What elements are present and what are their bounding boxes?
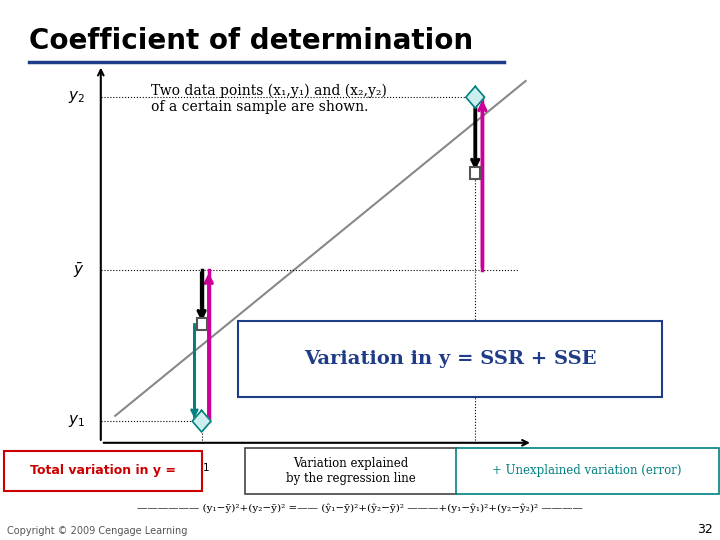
Text: $\bar{y}$: $\bar{y}$ bbox=[73, 260, 85, 280]
Polygon shape bbox=[466, 86, 485, 108]
Text: Variation explained
by the regression line: Variation explained by the regression li… bbox=[286, 457, 415, 485]
FancyBboxPatch shape bbox=[238, 321, 662, 397]
Text: Variation in y = SSR + SSE: Variation in y = SSR + SSE bbox=[304, 350, 596, 368]
Text: $y_2$: $y_2$ bbox=[68, 89, 85, 105]
Polygon shape bbox=[192, 410, 211, 432]
Text: Two data points (x₁,y₁) and (x₂,y₂)
of a certain sample are shown.: Two data points (x₁,y₁) and (x₂,y₂) of a… bbox=[151, 84, 387, 114]
FancyBboxPatch shape bbox=[4, 451, 202, 491]
FancyBboxPatch shape bbox=[456, 448, 719, 494]
Text: $x_1$: $x_1$ bbox=[193, 458, 210, 474]
Text: Coefficient of determination: Coefficient of determination bbox=[29, 27, 473, 55]
Text: $x_2$: $x_2$ bbox=[467, 458, 484, 474]
Text: Total variation in y =: Total variation in y = bbox=[30, 464, 176, 477]
Text: —————— (y₁−ȳ)²+(y₂−ȳ)² =—— (ŷ₁−ȳ)²+(ŷ₂−ȳ)² ———+(y₁−ŷ₁)²+(y₂−ŷ₂)² ————: —————— (y₁−ȳ)²+(y₂−ȳ)² =—— (ŷ₁−ȳ)²+(ŷ₂−ȳ… bbox=[137, 504, 583, 514]
Text: Copyright © 2009 Cengage Learning: Copyright © 2009 Cengage Learning bbox=[7, 525, 188, 536]
FancyBboxPatch shape bbox=[245, 448, 457, 494]
Text: 32: 32 bbox=[697, 523, 713, 536]
FancyBboxPatch shape bbox=[470, 167, 480, 179]
Text: + Unexplained variation (error): + Unexplained variation (error) bbox=[492, 464, 682, 477]
Text: $y_1$: $y_1$ bbox=[68, 413, 85, 429]
FancyBboxPatch shape bbox=[197, 318, 207, 330]
